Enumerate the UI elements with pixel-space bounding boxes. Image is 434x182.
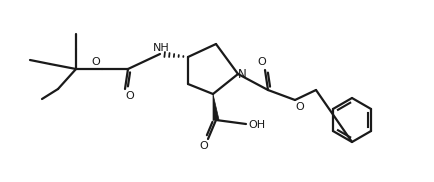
Text: O: O bbox=[200, 141, 208, 151]
Text: OH: OH bbox=[248, 120, 266, 130]
Text: O: O bbox=[258, 57, 266, 67]
Polygon shape bbox=[213, 94, 219, 120]
Text: O: O bbox=[296, 102, 304, 112]
Text: N: N bbox=[238, 68, 247, 82]
Text: O: O bbox=[92, 57, 100, 67]
Text: O: O bbox=[125, 91, 135, 101]
Text: NH: NH bbox=[153, 43, 169, 53]
